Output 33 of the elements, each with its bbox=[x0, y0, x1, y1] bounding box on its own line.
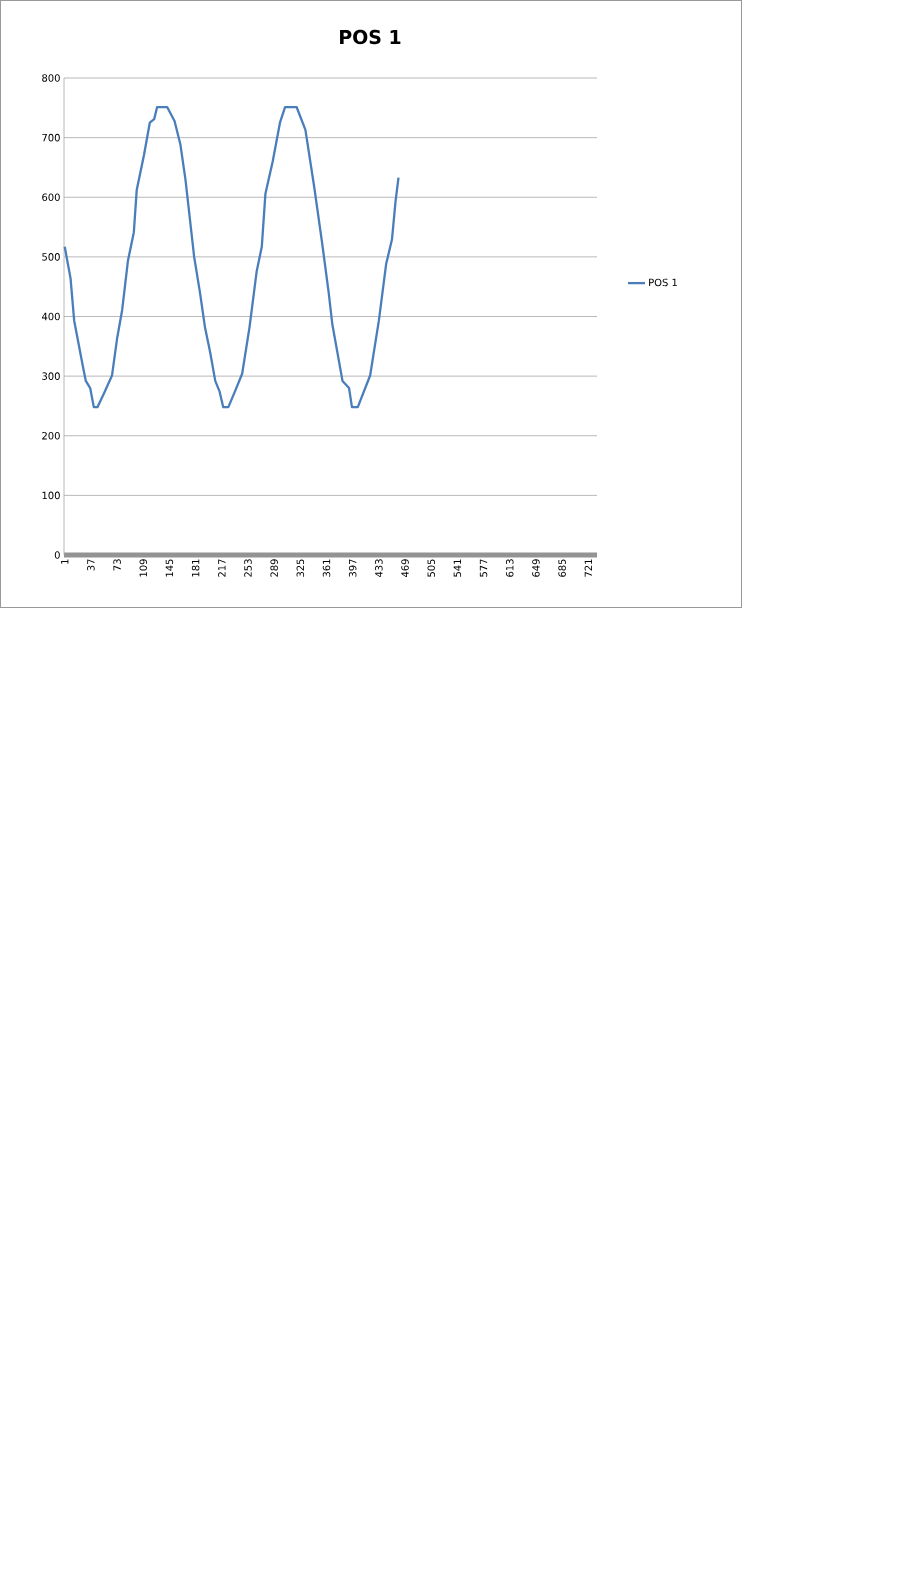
y-tick-label: 600 bbox=[42, 193, 60, 202]
y-tick-label: 100 bbox=[42, 491, 60, 500]
legend-label: POS 1 bbox=[649, 278, 677, 287]
x-tick-label: 649 bbox=[532, 559, 540, 577]
x-tick-label: 253 bbox=[244, 559, 252, 577]
x-tick-label: 181 bbox=[191, 559, 200, 577]
line-series bbox=[63, 106, 400, 409]
x-tick-label: 325 bbox=[296, 559, 305, 577]
y-tick-label: 300 bbox=[42, 372, 60, 380]
x-tick-label: 289 bbox=[270, 559, 278, 577]
x-tick-label: 433 bbox=[375, 559, 383, 578]
x-tick-label: 469 bbox=[401, 559, 409, 578]
x-tick-label: 109 bbox=[139, 559, 148, 577]
x-tick-label: 37 bbox=[87, 559, 95, 571]
x-tick-label: 361 bbox=[322, 559, 331, 577]
x-tick-label: 145 bbox=[165, 559, 174, 577]
x-tick-label: 541 bbox=[453, 559, 462, 577]
x-tick-label: 73 bbox=[113, 559, 121, 571]
x-tick-label: 217 bbox=[218, 559, 226, 577]
y-tick-label: 400 bbox=[41, 312, 60, 321]
y-tick-label: 700 bbox=[42, 133, 60, 142]
chart-title: POS 1 bbox=[340, 29, 401, 45]
x-tick-label: 685 bbox=[558, 559, 566, 577]
x-tick-label: 577 bbox=[479, 559, 488, 577]
y-tick-label: 800 bbox=[42, 74, 60, 82]
x-tick-label: 721 bbox=[584, 559, 592, 577]
x-tick-label: 1 bbox=[61, 559, 69, 564]
x-tick-label: 397 bbox=[348, 559, 357, 577]
x-tick-label: 613 bbox=[505, 559, 514, 577]
x-tick-label: 505 bbox=[427, 559, 435, 577]
y-tick-label: 0 bbox=[54, 551, 60, 559]
y-tick-label: 200 bbox=[42, 431, 60, 440]
y-tick-label: 500 bbox=[42, 253, 60, 261]
